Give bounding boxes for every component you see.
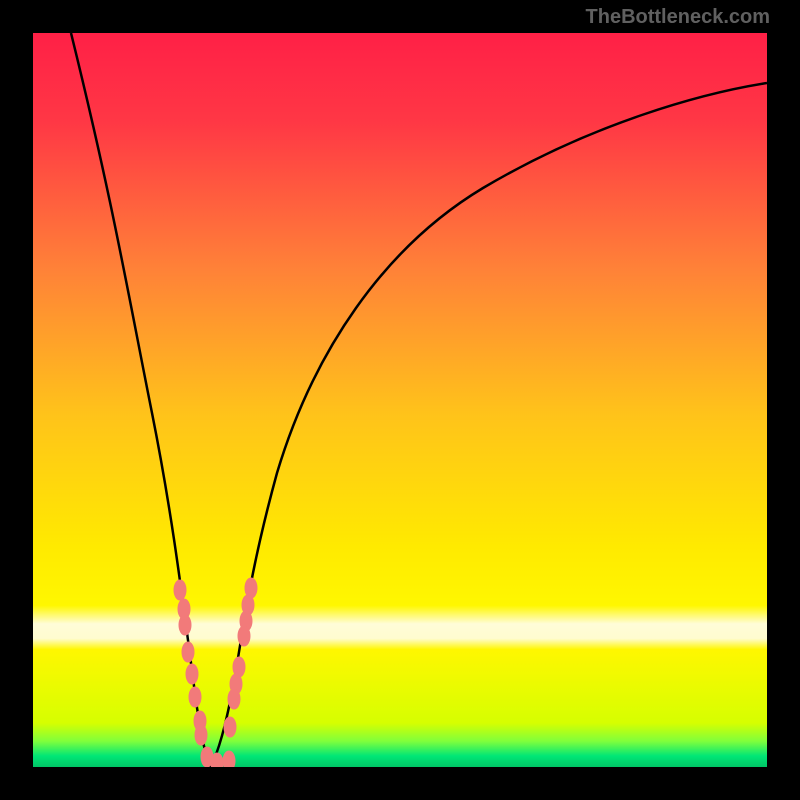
data-marker [238, 626, 250, 646]
plot-area [33, 33, 767, 767]
data-marker [186, 664, 198, 684]
data-marker [174, 580, 186, 600]
curve-layer [33, 33, 767, 767]
data-marker [223, 751, 235, 767]
data-marker [189, 687, 201, 707]
data-marker [195, 725, 207, 745]
source-watermark: TheBottleneck.com [586, 6, 770, 29]
data-marker [224, 717, 236, 737]
chart-container: TheBottleneck.com [0, 0, 800, 800]
data-marker [179, 615, 191, 635]
data-marker [182, 642, 194, 662]
bottleneck-curve [211, 83, 767, 767]
data-marker [228, 689, 240, 709]
data-marker [211, 753, 223, 767]
